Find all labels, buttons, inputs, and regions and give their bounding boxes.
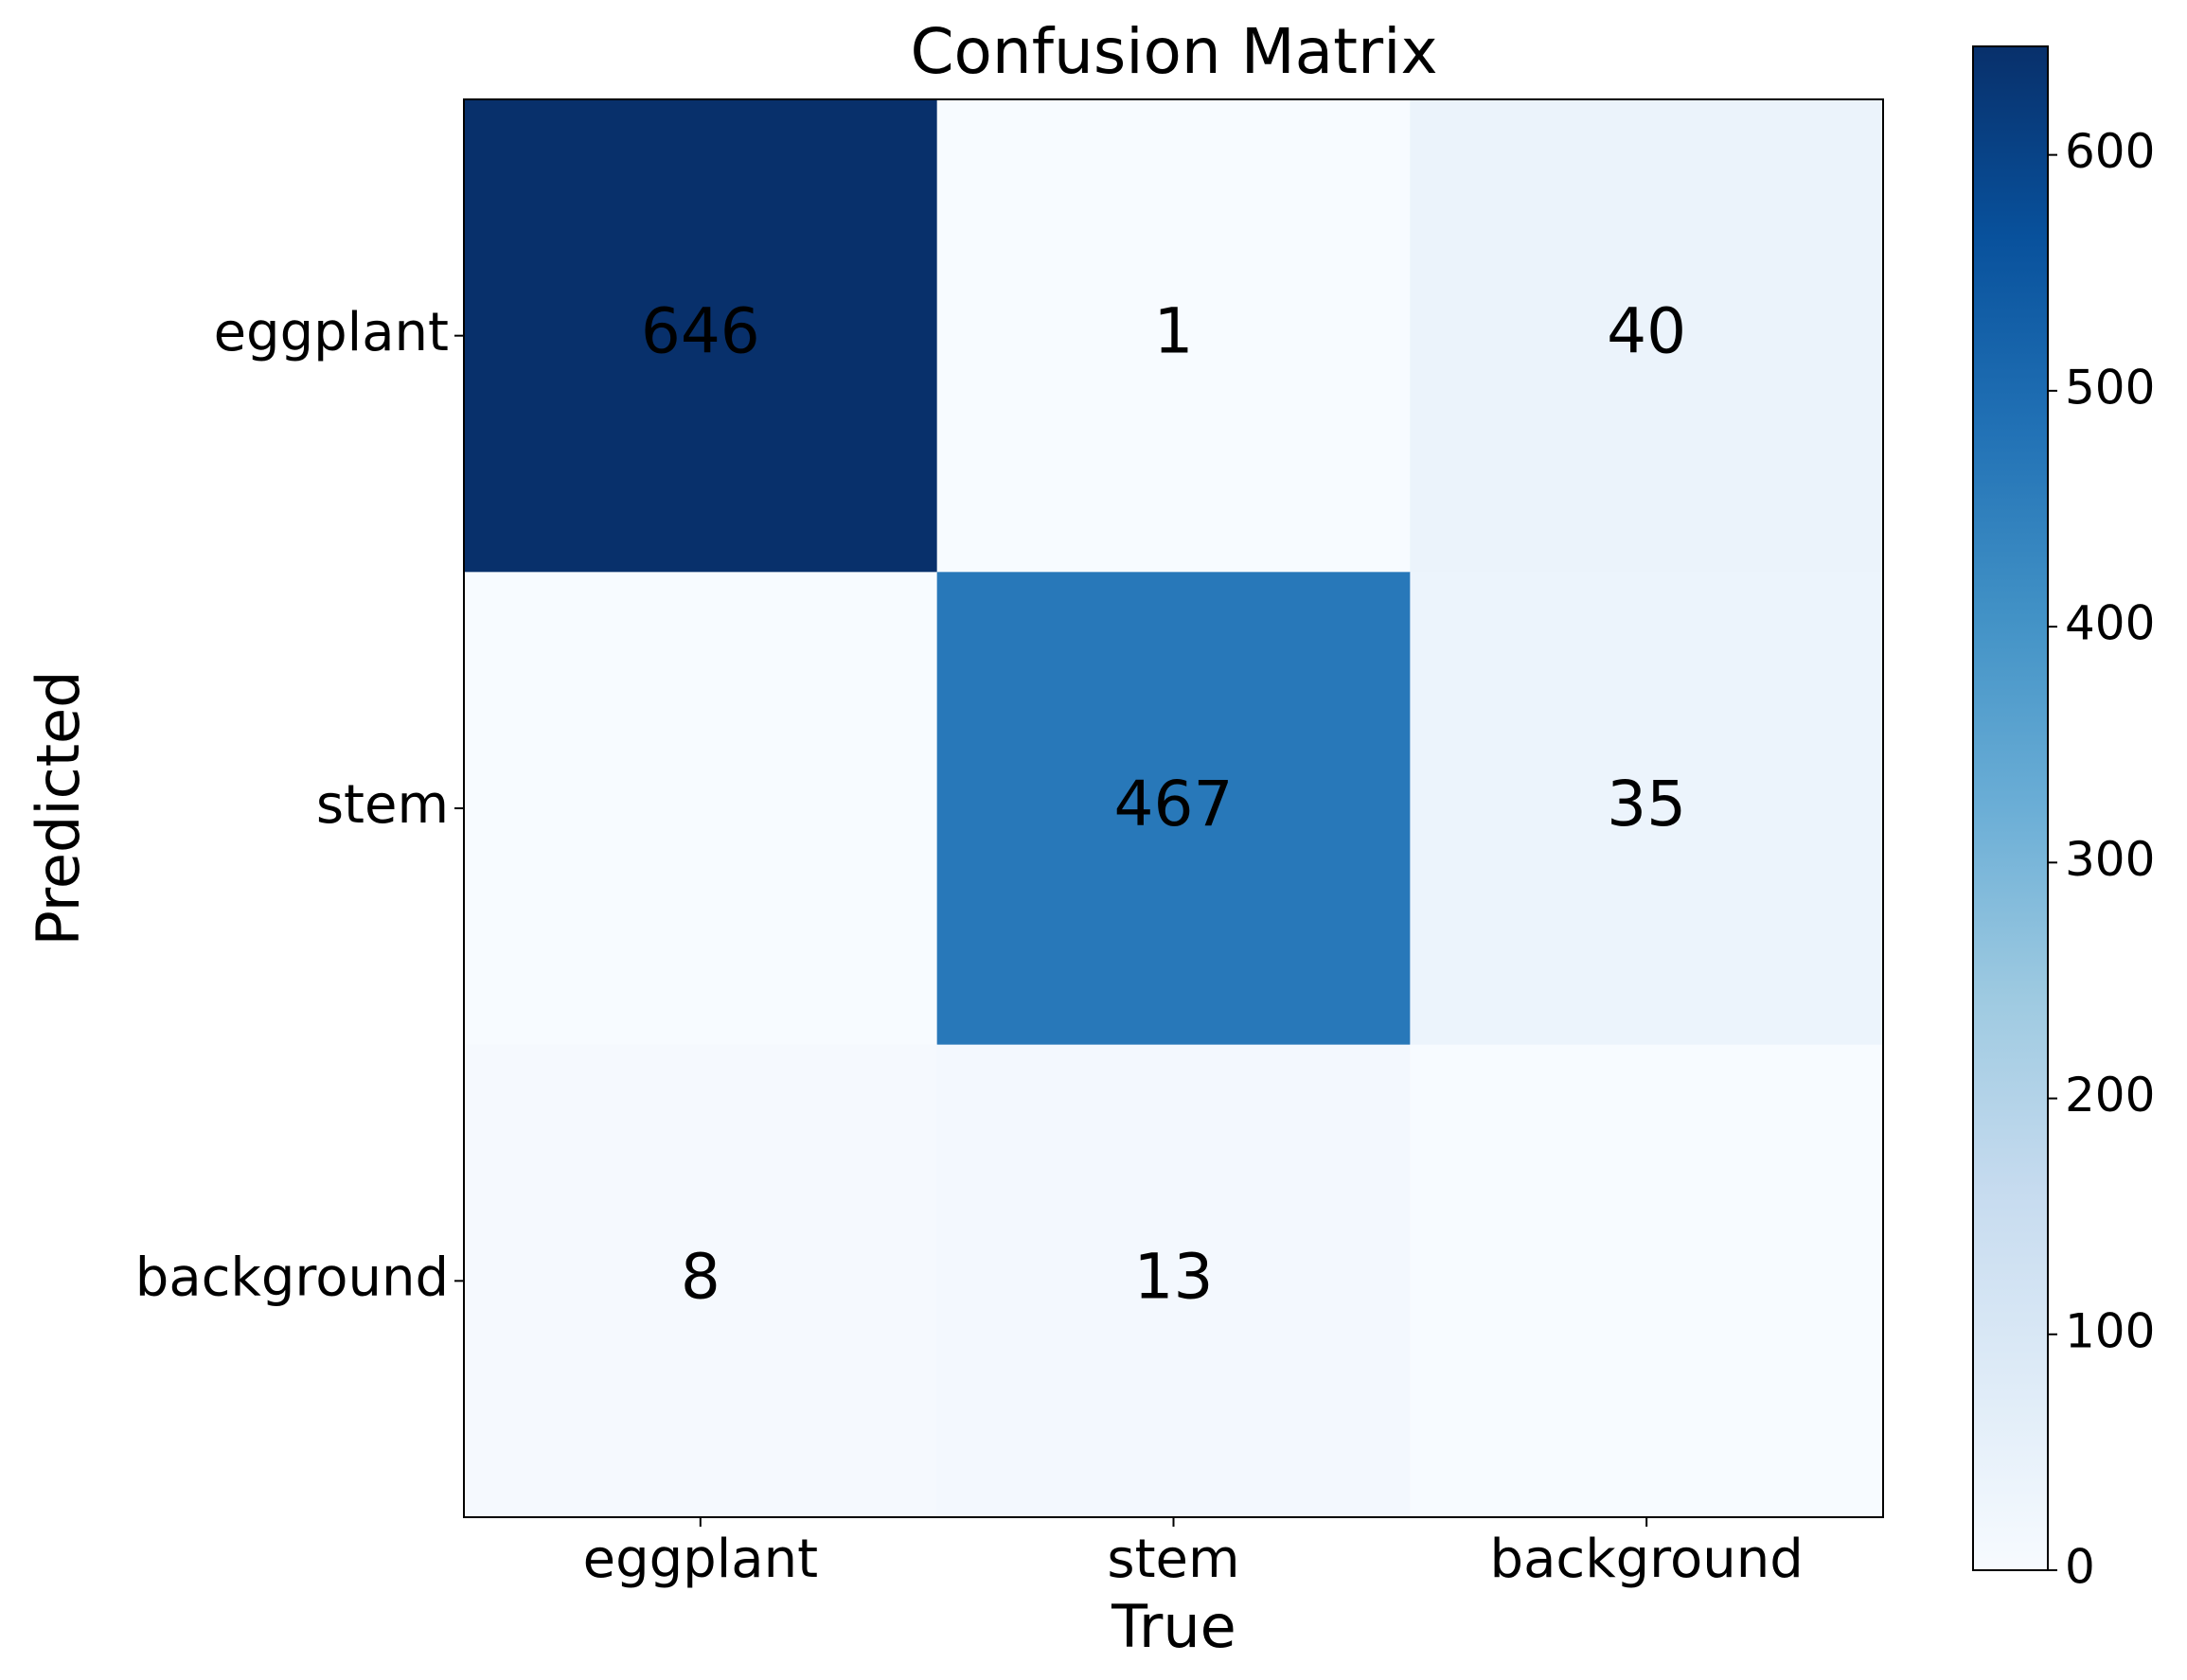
x-axis-label: True — [1111, 1592, 1236, 1661]
x-tick-label: eggplant — [583, 1529, 818, 1590]
colorbar — [1972, 45, 2049, 1571]
cell-label: 1 — [1154, 295, 1194, 368]
colorbar-tick-label: 500 — [2065, 360, 2155, 415]
y-tick-label: background — [135, 1247, 449, 1308]
colorbar-tick-label: 100 — [2065, 1303, 2155, 1358]
cell — [936, 99, 1411, 573]
cell — [464, 1044, 938, 1518]
cell — [936, 1044, 1411, 1518]
cell — [1410, 99, 1884, 573]
colorbar-tick-label: 600 — [2065, 124, 2155, 179]
colorbar-tick-label: 400 — [2065, 596, 2155, 651]
cell-label: 8 — [681, 1240, 720, 1313]
cell — [936, 572, 1411, 1046]
chart-title: Confusion Matrix — [910, 15, 1437, 88]
cell-label: 40 — [1607, 295, 1686, 368]
cell-label: 35 — [1607, 768, 1686, 840]
cell-label: 13 — [1134, 1240, 1214, 1313]
cell-label: 646 — [641, 295, 760, 368]
cell — [1410, 572, 1884, 1046]
colorbar-tick-label: 200 — [2065, 1068, 2155, 1123]
x-tick-label: stem — [1107, 1529, 1239, 1590]
cell — [464, 99, 938, 573]
cell — [464, 572, 938, 1046]
y-tick-label: stem — [316, 774, 449, 836]
cell — [1410, 1044, 1884, 1518]
cell-label: 467 — [1114, 768, 1234, 840]
y-tick-label: eggplant — [214, 302, 449, 363]
colorbar-tick-label: 300 — [2065, 832, 2155, 887]
y-axis-label: Predicted — [24, 670, 93, 946]
colorbar-tick-label: 0 — [2065, 1540, 2095, 1595]
x-tick-label: background — [1490, 1529, 1804, 1590]
